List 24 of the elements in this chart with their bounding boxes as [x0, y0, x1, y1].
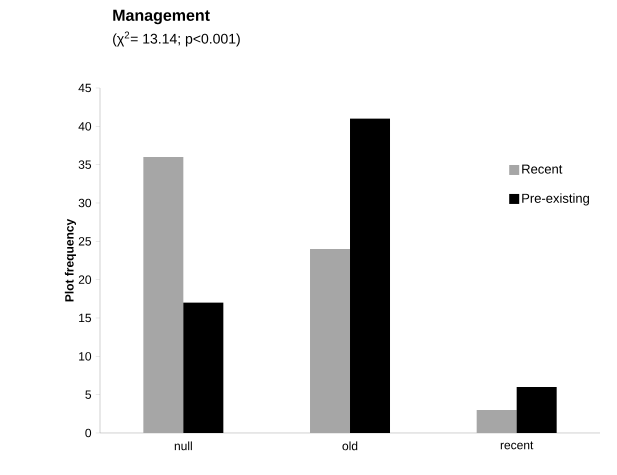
y-tick-label: 15 [79, 314, 92, 322]
y-tick-label: 35 [78, 160, 92, 169]
y-tick-label: 5 [85, 390, 92, 399]
bar [516, 386, 557, 433]
y-tick-label: 20 [78, 275, 92, 284]
x-tick-label: old [342, 441, 358, 450]
legend-label: Recent [522, 164, 562, 174]
x-tick-label: null [174, 441, 192, 450]
y-tick-label: 25 [78, 237, 92, 246]
bar [350, 118, 390, 433]
legend-label: Pre-existing [522, 193, 589, 206]
y-tick-label: 10 [79, 352, 92, 361]
bar [143, 156, 184, 433]
y-tick-label: 40 [78, 122, 92, 131]
y-tick-label: 45 [78, 84, 92, 92]
chart-title: Management [113, 10, 210, 24]
bar [310, 248, 350, 433]
bar [183, 302, 224, 433]
y-axis-title: Plot frequency [64, 218, 76, 302]
chart-subtitle: (χ$^{2}$= 13.14; p<0.001) [113, 32, 240, 46]
x-tick-label: recent [500, 441, 534, 450]
bar [476, 410, 517, 433]
y-tick-label: 30 [78, 198, 92, 208]
y-tick-label: 0 [85, 428, 92, 438]
